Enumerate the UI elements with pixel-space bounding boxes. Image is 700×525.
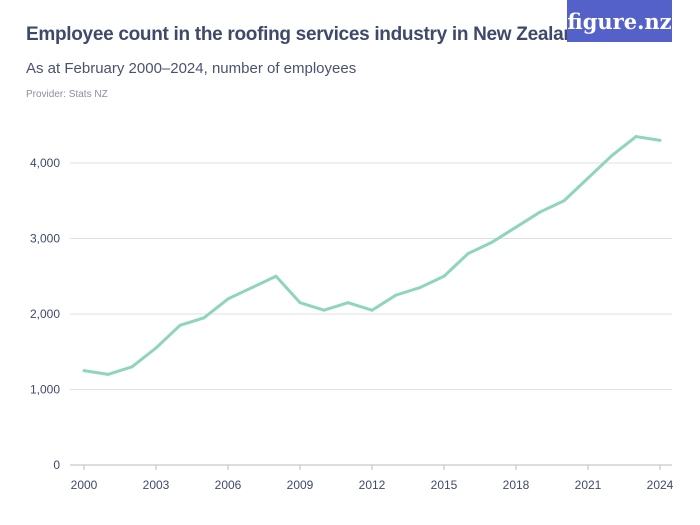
data-point bbox=[130, 365, 134, 369]
y-tick-label: 3,000 bbox=[30, 232, 60, 246]
series-line bbox=[83, 135, 661, 376]
data-point bbox=[418, 286, 422, 290]
data-point bbox=[634, 135, 638, 139]
x-tick-label: 2015 bbox=[431, 478, 458, 492]
y-tick-label: 0 bbox=[53, 458, 60, 472]
x-tick-label: 2003 bbox=[143, 478, 170, 492]
x-tick-label: 2021 bbox=[575, 478, 602, 492]
data-point bbox=[298, 301, 302, 305]
data-point bbox=[562, 199, 566, 203]
data-point bbox=[514, 225, 518, 229]
data-point bbox=[442, 274, 446, 278]
data-point bbox=[226, 297, 230, 301]
y-tick-label: 2,000 bbox=[30, 307, 60, 321]
data-point bbox=[106, 372, 110, 376]
data-point bbox=[202, 316, 206, 320]
data-point bbox=[370, 308, 374, 312]
chart-subtitle: As at February 2000–2024, number of empl… bbox=[26, 60, 357, 77]
data-point bbox=[322, 308, 326, 312]
data-point bbox=[490, 240, 494, 244]
x-tick-label: 2012 bbox=[359, 478, 386, 492]
y-tick-label: 1,000 bbox=[30, 383, 60, 397]
data-point bbox=[466, 252, 470, 256]
chart-title: Employee count in the roofing services i… bbox=[26, 24, 586, 45]
x-tick-label: 2000 bbox=[71, 478, 98, 492]
provider-label: Provider: Stats NZ bbox=[26, 89, 108, 100]
figure-nz-logo[interactable]: figure.nz bbox=[567, 0, 672, 42]
data-point bbox=[394, 293, 398, 297]
x-tick-label: 2024 bbox=[647, 478, 674, 492]
data-point bbox=[658, 138, 662, 142]
x-tick-label: 2009 bbox=[287, 478, 314, 492]
x-tick-label: 2018 bbox=[503, 478, 530, 492]
data-point bbox=[154, 346, 158, 350]
data-point bbox=[274, 274, 278, 278]
data-point bbox=[586, 176, 590, 180]
x-tick-label: 2006 bbox=[215, 478, 242, 492]
data-point bbox=[178, 323, 182, 327]
data-point bbox=[346, 301, 350, 305]
data-point bbox=[610, 153, 614, 157]
data-point bbox=[538, 210, 542, 214]
data-point bbox=[250, 286, 254, 290]
data-point bbox=[82, 369, 86, 373]
y-tick-label: 4,000 bbox=[30, 156, 60, 170]
